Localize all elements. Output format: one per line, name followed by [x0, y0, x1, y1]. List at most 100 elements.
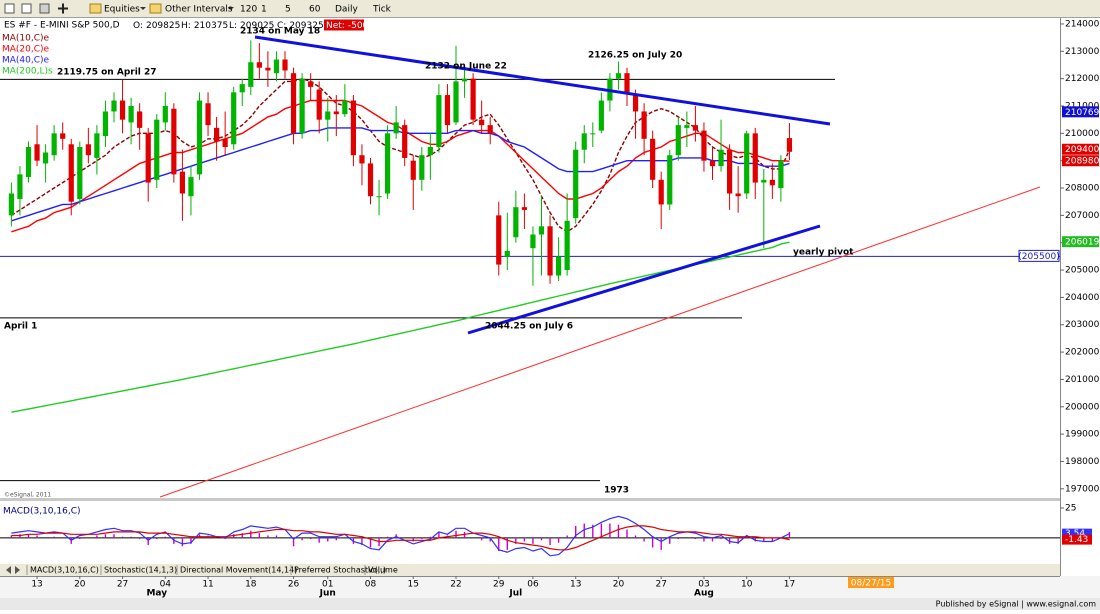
annotation: April 1: [4, 322, 37, 332]
quote-value: 209325: [289, 21, 323, 31]
candle-body: [410, 160, 416, 180]
candle-body: [504, 250, 510, 257]
panel-divider: [0, 498, 1060, 501]
candle-body: [727, 149, 733, 194]
candle-body: [573, 149, 579, 219]
tab[interactable]: Preferred Stochastic(,,): [294, 566, 386, 575]
candle-body: [8, 193, 14, 216]
y-tick-label: 208000: [1065, 184, 1100, 194]
x-tick-label: 27: [117, 580, 128, 590]
y-tick-label: 25: [1065, 503, 1076, 513]
y-tick-label: 205000: [1065, 266, 1100, 276]
toolbar-button[interactable]: Daily: [335, 5, 358, 15]
macd-title: MACD(3,10,16,C): [3, 507, 81, 517]
x-tick-label: 13: [570, 580, 581, 590]
y-tick-label: 210000: [1065, 129, 1100, 139]
month-label: May: [146, 589, 167, 599]
toolbar-button[interactable]: 60: [309, 5, 321, 15]
quote-label: Net:: [326, 21, 345, 31]
net-box: [324, 19, 364, 31]
candle-body: [615, 73, 622, 79]
candle-body: [43, 152, 49, 164]
candle-body: [590, 133, 596, 135]
y-tick-label: 202000: [1065, 348, 1100, 358]
tab-scroll-left[interactable]: [6, 566, 11, 574]
y-tick-label: 213000: [1065, 47, 1100, 57]
candle-body: [290, 73, 297, 134]
tab[interactable]: Volume: [368, 566, 398, 575]
candle-body: [641, 111, 647, 139]
candle-body: [744, 133, 750, 194]
tab-scroll-right[interactable]: [15, 566, 20, 574]
toolbar-button[interactable]: 5: [285, 5, 291, 15]
candle-body: [598, 100, 604, 131]
candle-body: [521, 207, 527, 210]
footer: [0, 598, 1100, 610]
quote-value: 209825: [146, 21, 180, 31]
macd-badge: [1062, 534, 1092, 545]
candle-body: [564, 220, 570, 271]
publisher: Published by eSignal | www.esignal.com: [936, 600, 1097, 609]
tab[interactable]: Stochastic(14,1,3): [104, 566, 177, 575]
candle-body: [222, 138, 228, 148]
trendlines: [159, 35, 1041, 498]
x-tick-label: 10: [741, 580, 753, 590]
date-axis: [0, 576, 1100, 598]
candle-body: [385, 133, 391, 194]
quote-label: L:: [229, 21, 237, 31]
candle-body: [513, 207, 519, 238]
candle-body: [60, 133, 66, 139]
candle-body: [581, 133, 587, 150]
macd-line: [11, 525, 790, 551]
toolbar-button[interactable]: Equities: [104, 5, 140, 15]
quote-value: -500: [348, 21, 369, 31]
quote-item: H: 210375: [181, 21, 228, 31]
candle-body: [453, 81, 459, 123]
candle-body: [94, 133, 100, 158]
annotation: 2134 on May 18: [240, 27, 320, 37]
x-tick-label: 04: [160, 580, 172, 590]
x-tick-label: 06: [527, 580, 539, 590]
quote-label: H:: [181, 21, 191, 31]
price-badge: [1062, 106, 1099, 118]
candle-body: [359, 155, 365, 164]
x-tick-label: 20: [613, 580, 625, 590]
candle-body: [436, 95, 442, 148]
quote-item: C: 209325: [277, 21, 324, 31]
candle-body: [684, 125, 690, 128]
quote-value: 209025: [240, 21, 274, 31]
candle-body: [530, 234, 536, 249]
toolbar-button[interactable]: Tick: [372, 5, 392, 15]
candle-body: [17, 174, 23, 199]
tab[interactable]: MACD(3,10,16,C): [30, 566, 99, 575]
candle-body: [444, 95, 451, 126]
macd-line: [11, 515, 790, 557]
candle-body: [102, 111, 109, 137]
toolbar-button[interactable]: 1: [261, 5, 267, 15]
quote-label: C:: [277, 21, 286, 31]
candle-body: [632, 95, 639, 112]
toolbar-button[interactable]: 120: [240, 5, 257, 15]
candle-body: [393, 122, 399, 134]
candle-body: [282, 59, 288, 71]
candle-body: [350, 100, 356, 156]
annotation: 2126.25 on July 20: [588, 51, 682, 61]
y-tick-label: 199000: [1065, 430, 1100, 440]
y-tick-label: 201000: [1065, 375, 1100, 385]
candle-body: [556, 256, 562, 276]
y-tick-label: 200000: [1065, 402, 1100, 412]
price-panel: [0, 18, 1060, 498]
tab[interactable]: Directional Movement(14,14): [180, 566, 297, 575]
candle-body: [308, 81, 314, 87]
candle-body: [85, 144, 91, 156]
candle-body: [778, 160, 784, 189]
toolbar-button[interactable]: Other Intervals: [165, 5, 233, 15]
price-badge: [1062, 155, 1099, 167]
toolbar-icons: [4, 3, 234, 14]
y-tick-label: 204000: [1065, 293, 1100, 303]
x-tick-label: 18: [245, 580, 257, 590]
candle-body: [487, 125, 493, 134]
x-tick-label: 29: [493, 580, 505, 590]
candle-body: [265, 67, 271, 71]
